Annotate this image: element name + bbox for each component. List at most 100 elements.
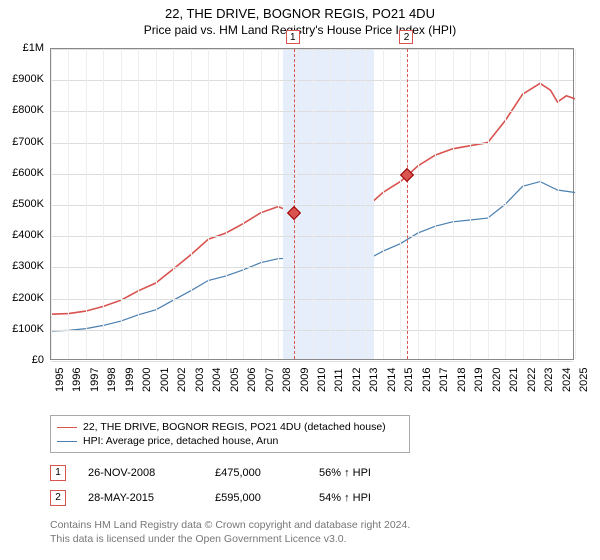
gridline-x — [296, 49, 297, 359]
x-axis-label: 2000 — [141, 368, 153, 392]
gridline-y — [51, 330, 573, 331]
x-axis-label: 2008 — [281, 368, 293, 392]
y-axis-label: £600K — [0, 167, 44, 179]
sale-pct: 54% ↑ HPI — [319, 492, 371, 504]
x-axis-label: 2018 — [456, 368, 468, 392]
x-axis-label: 2010 — [316, 368, 328, 392]
x-axis-label: 2001 — [159, 368, 171, 392]
x-axis-label: 2011 — [333, 368, 345, 392]
y-axis-label: £700K — [0, 136, 44, 148]
gridline-x — [103, 49, 104, 359]
x-axis-label: 2023 — [543, 368, 555, 392]
gridline-x — [540, 49, 541, 359]
gridline-x — [435, 49, 436, 359]
chart-subtitle: Price paid vs. HM Land Registry's House … — [0, 21, 600, 41]
sale-marker-badge: 1 — [286, 30, 300, 44]
footer-line-1: Contains HM Land Registry data © Crown c… — [50, 518, 410, 532]
y-axis-label: £400K — [0, 229, 44, 241]
legend-item: HPI: Average price, detached house, Arun — [57, 434, 403, 448]
gridline-y — [51, 299, 573, 300]
gridline-y — [51, 49, 573, 50]
gridline-x — [278, 49, 279, 359]
x-axis-label: 2025 — [578, 368, 590, 392]
gridline-x — [313, 49, 314, 359]
sale-row: 126-NOV-2008£475,00056% ↑ HPI — [50, 465, 371, 481]
gridline-x — [400, 49, 401, 359]
x-axis-label: 2003 — [194, 368, 206, 392]
gridline-y — [51, 361, 573, 362]
legend-label: HPI: Average price, detached house, Arun — [83, 435, 278, 447]
footer-attribution: Contains HM Land Registry data © Crown c… — [50, 518, 410, 546]
gridline-x — [86, 49, 87, 359]
sale-date: 28-MAY-2015 — [88, 492, 193, 504]
x-axis-label: 2021 — [508, 368, 520, 392]
y-axis-label: £900K — [0, 73, 44, 85]
gridline-x — [173, 49, 174, 359]
x-axis-label: 2004 — [211, 368, 223, 392]
x-axis-label: 2024 — [561, 368, 573, 392]
gridline-x — [330, 49, 331, 359]
sale-row: 228-MAY-2015£595,00054% ↑ HPI — [50, 490, 371, 506]
gridline-x — [418, 49, 419, 359]
x-axis-label: 2016 — [421, 368, 433, 392]
gridline-x — [348, 49, 349, 359]
sale-row-badge: 1 — [50, 465, 66, 481]
gridline-x — [558, 49, 559, 359]
gridline-x — [226, 49, 227, 359]
y-axis-label: £1M — [0, 42, 44, 54]
sale-price: £595,000 — [215, 492, 297, 504]
x-axis-label: 2002 — [176, 368, 188, 392]
x-axis-label: 1995 — [54, 368, 66, 392]
gridline-x — [523, 49, 524, 359]
x-axis-label: 1998 — [106, 368, 118, 392]
x-axis-label: 2013 — [368, 368, 380, 392]
gridline-y — [51, 205, 573, 206]
sale-marker-line — [407, 49, 408, 359]
x-axis-label: 2012 — [351, 368, 363, 392]
x-axis-label: 2014 — [386, 368, 398, 392]
x-axis-label: 2017 — [438, 368, 450, 392]
x-axis-label: 1996 — [71, 368, 83, 392]
x-axis-label: 2005 — [229, 368, 241, 392]
gridline-y — [51, 267, 573, 268]
gridline-y — [51, 143, 573, 144]
chart-title: 22, THE DRIVE, BOGNOR REGIS, PO21 4DU — [0, 0, 600, 21]
gridline-x — [191, 49, 192, 359]
legend-swatch — [57, 427, 77, 428]
x-axis-label: 2020 — [491, 368, 503, 392]
sale-pct: 56% ↑ HPI — [319, 467, 371, 479]
gridline-x — [453, 49, 454, 359]
x-axis-label: 2022 — [526, 368, 538, 392]
gridline-y — [51, 111, 573, 112]
sale-price: £475,000 — [215, 467, 297, 479]
x-axis-label: 2015 — [403, 368, 415, 392]
x-axis-label: 2009 — [299, 368, 311, 392]
gridline-x — [51, 49, 52, 359]
gridline-x — [365, 49, 366, 359]
gridline-x — [383, 49, 384, 359]
y-axis-label: £0 — [0, 354, 44, 366]
gridline-y — [51, 174, 573, 175]
footer-line-2: This data is licensed under the Open Gov… — [50, 532, 410, 546]
y-axis-label: £200K — [0, 292, 44, 304]
sale-marker-line — [294, 49, 295, 359]
gridline-x — [68, 49, 69, 359]
y-axis-label: £500K — [0, 198, 44, 210]
legend-box: 22, THE DRIVE, BOGNOR REGIS, PO21 4DU (d… — [50, 415, 410, 453]
gridline-y — [51, 236, 573, 237]
x-axis-label: 2007 — [264, 368, 276, 392]
x-axis-label: 1999 — [124, 368, 136, 392]
gridline-y — [51, 80, 573, 81]
legend-item: 22, THE DRIVE, BOGNOR REGIS, PO21 4DU (d… — [57, 420, 403, 434]
recession-shade — [283, 49, 374, 359]
x-axis-label: 2006 — [246, 368, 258, 392]
up-arrow-icon: ↑ HPI — [344, 492, 371, 504]
gridline-x — [505, 49, 506, 359]
gridline-x — [138, 49, 139, 359]
x-axis-label: 1997 — [89, 368, 101, 392]
gridline-x — [575, 49, 576, 359]
gridline-x — [261, 49, 262, 359]
gridline-x — [156, 49, 157, 359]
legend-swatch — [57, 441, 77, 442]
legend-label: 22, THE DRIVE, BOGNOR REGIS, PO21 4DU (d… — [83, 421, 386, 433]
